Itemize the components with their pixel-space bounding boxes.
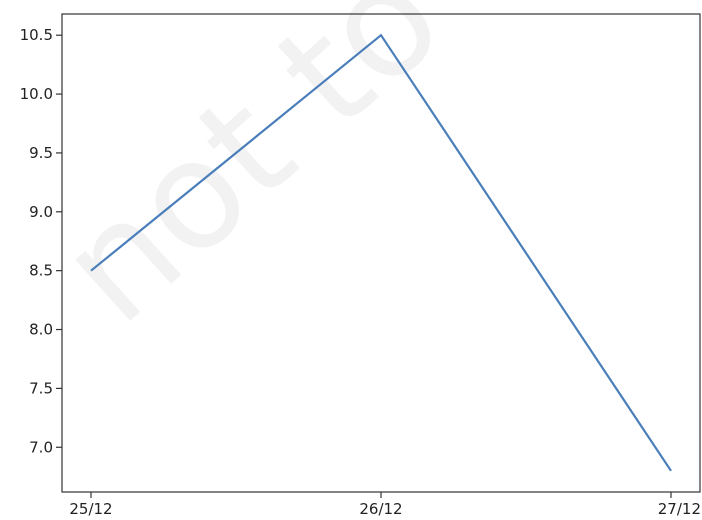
series-line bbox=[90, 33, 672, 472]
y-tick-label: 10.5 bbox=[20, 26, 53, 44]
x-tick-label: 27/12 bbox=[658, 500, 701, 518]
y-tick-label: 9.5 bbox=[29, 144, 53, 162]
y-tick-label: 7.5 bbox=[29, 379, 53, 397]
y-tick-label: 7.0 bbox=[29, 438, 53, 456]
x-tick-label: 26/12 bbox=[359, 500, 402, 518]
axes: 7.0 7.5 8.0 8.5 9.0 9.5 10.0 10.5 25/12 26/12 27/1… bbox=[20, 13, 701, 518]
y-tick-label: 10.0 bbox=[20, 85, 53, 103]
plot-series bbox=[90, 33, 672, 472]
y-tick-label: 9.0 bbox=[29, 203, 53, 221]
watermark: not to be bbox=[28, 0, 649, 357]
y-tick-label: 8.5 bbox=[29, 262, 53, 280]
y-tick-label: 8.0 bbox=[29, 321, 53, 339]
x-tick-label: 25/12 bbox=[69, 500, 112, 518]
